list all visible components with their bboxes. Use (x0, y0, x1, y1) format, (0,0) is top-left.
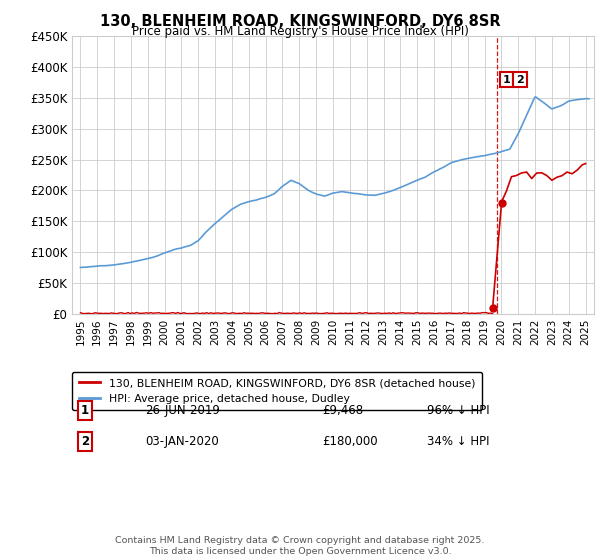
Text: Contains HM Land Registry data © Crown copyright and database right 2025.
This d: Contains HM Land Registry data © Crown c… (115, 536, 485, 556)
Text: £9,468: £9,468 (323, 404, 364, 417)
Text: 34% ↓ HPI: 34% ↓ HPI (427, 435, 490, 447)
Text: 1: 1 (503, 74, 511, 85)
Text: Price paid vs. HM Land Registry's House Price Index (HPI): Price paid vs. HM Land Registry's House … (131, 25, 469, 38)
Text: 26-JUN-2019: 26-JUN-2019 (145, 404, 220, 417)
Text: 2: 2 (81, 435, 89, 447)
Text: 03-JAN-2020: 03-JAN-2020 (145, 435, 219, 447)
Text: 1: 1 (81, 404, 89, 417)
Text: 130, BLENHEIM ROAD, KINGSWINFORD, DY6 8SR: 130, BLENHEIM ROAD, KINGSWINFORD, DY6 8S… (100, 14, 500, 29)
Legend: 130, BLENHEIM ROAD, KINGSWINFORD, DY6 8SR (detached house), HPI: Average price, : 130, BLENHEIM ROAD, KINGSWINFORD, DY6 8S… (72, 372, 482, 410)
Text: £180,000: £180,000 (323, 435, 378, 447)
Text: 2: 2 (516, 74, 524, 85)
Text: 96% ↓ HPI: 96% ↓ HPI (427, 404, 490, 417)
